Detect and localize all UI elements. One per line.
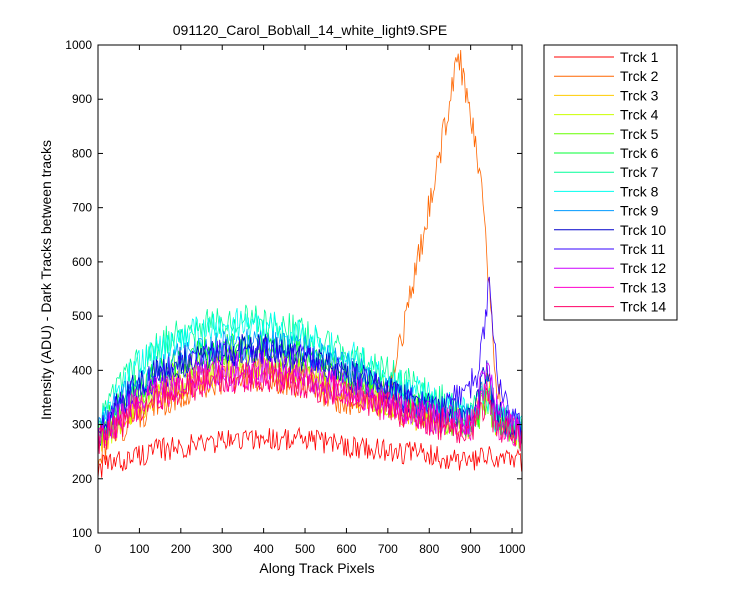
plot-area	[98, 45, 522, 533]
legend-label: Trck 7	[620, 164, 659, 180]
legend-label: Trck 2	[620, 68, 659, 84]
x-tick-label: 500	[295, 542, 315, 556]
legend-label: Trck 6	[620, 145, 659, 161]
series-line	[97, 360, 522, 447]
legend-label: Trck 8	[620, 183, 659, 199]
x-tick-label: 900	[461, 542, 481, 556]
legend-label: Trck 1	[620, 49, 659, 65]
x-tick-label: 600	[336, 542, 356, 556]
x-tick-label: 100	[129, 542, 149, 556]
y-tick-label: 700	[72, 201, 92, 215]
y-axis: 100 200 300 400 500 600 700 800 900 1000	[65, 38, 522, 540]
series-line	[97, 333, 522, 443]
y-tick-label: 100	[72, 526, 92, 540]
y-tick-label: 400	[72, 363, 92, 377]
y-tick-label: 800	[72, 146, 92, 160]
y-tick-label: 300	[72, 418, 92, 432]
legend-label: Trck 4	[620, 107, 659, 123]
y-tick-label: 600	[72, 255, 92, 269]
series-line	[97, 426, 522, 479]
legend-label: Trck 12	[620, 260, 666, 276]
y-tick-label: 1000	[65, 38, 92, 52]
legend-box	[543, 44, 678, 321]
legend-label: Trck 5	[620, 126, 659, 142]
legend: Trck 1 Trck 2 Trck 3 Trck 4 Trck 5 Trck 6 Trck…	[543, 44, 678, 321]
legend-label: Trck 13	[620, 279, 666, 295]
x-tick-label: 0	[95, 542, 102, 556]
plot-frame	[97, 44, 523, 534]
series-line	[97, 360, 522, 454]
legend-label: Trck 10	[620, 222, 666, 238]
y-tick-label: 500	[72, 309, 92, 323]
y-tick-label: 900	[72, 92, 92, 106]
x-tick-label: 800	[419, 542, 439, 556]
x-tick-label: 1000	[499, 542, 526, 556]
x-tick-label: 400	[254, 542, 274, 556]
chart-title: 091120_Carol_Bob\all_14_white_light9.SPE	[173, 22, 448, 38]
y-tick-label: 200	[72, 472, 92, 486]
legend-label: Trck 3	[620, 87, 659, 103]
x-tick-label: 700	[378, 542, 398, 556]
legend-label: Trck 14	[620, 299, 666, 315]
x-tick-label: 300	[212, 542, 232, 556]
x-tick-label: 200	[171, 542, 191, 556]
series-layer	[97, 49, 522, 479]
y-axis-label: Intensity (ADU) - Dark Tracks between tr…	[38, 140, 54, 420]
x-axis-label: Along Track Pixels	[259, 560, 374, 576]
x-axis: 0 100 200 300 400 500 600 700 800 900 1000	[95, 45, 526, 556]
legend-label: Trck 9	[620, 203, 659, 219]
series-line	[97, 276, 522, 447]
legend-label: Trck 11	[620, 241, 665, 257]
